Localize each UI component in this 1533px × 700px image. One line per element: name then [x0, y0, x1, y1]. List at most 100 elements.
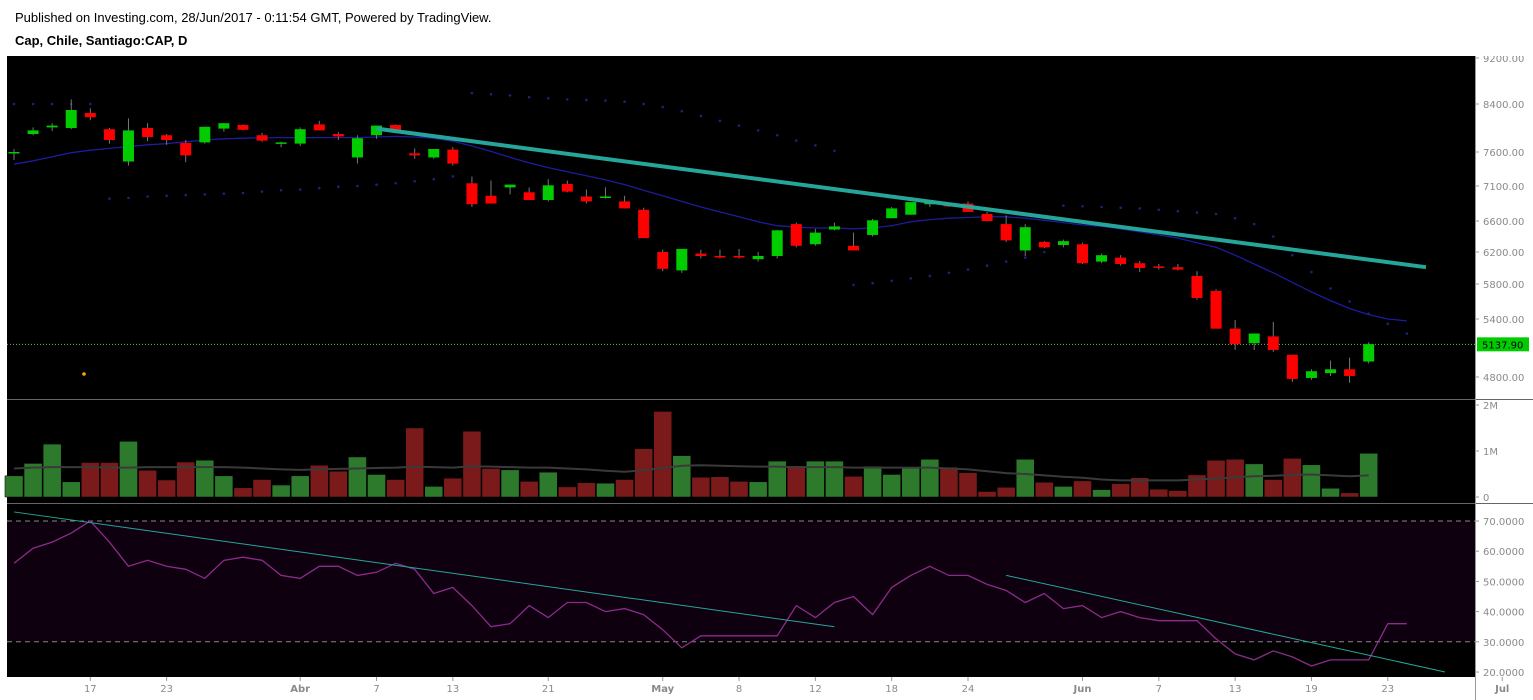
date-axis-tick-label: 12 — [809, 684, 822, 695]
price-axis-tick-label: 5400.00 — [1483, 315, 1524, 326]
candle — [161, 134, 173, 145]
volume-bar — [23, 463, 43, 498]
sar-dot — [1310, 270, 1313, 274]
sar-dot — [1348, 300, 1351, 303]
sar-dot — [1138, 207, 1142, 210]
volume-bar — [1149, 488, 1169, 498]
chart-canvas[interactable]: 9200.00 8400.00 7600.00 7100.00 6600.00 6200.… — [0, 56, 1533, 700]
rsi-axis-tick-label: 40.0000 — [1483, 608, 1524, 619]
sar-dot — [1100, 205, 1103, 209]
candle-body — [180, 143, 192, 156]
date-axis-tick-label: Jun — [1072, 684, 1091, 695]
date-axis-tick-label: 21 — [542, 684, 555, 695]
candle — [1076, 242, 1088, 264]
sar-dot — [890, 279, 893, 283]
rsi-line — [13, 520, 1407, 667]
sar-dot — [184, 193, 188, 197]
published-caption: Published on Investing.com, 28/Jun/2017 … — [15, 10, 492, 25]
price-axis-tick-label: 8400.00 — [1483, 100, 1524, 111]
last-price-label-box — [1477, 337, 1529, 352]
sar-dot — [432, 177, 436, 181]
candle-body — [504, 184, 516, 188]
sar-dot — [909, 277, 913, 280]
volume-bar — [4, 475, 24, 498]
event-marker — [82, 372, 86, 376]
candle — [294, 127, 306, 146]
rsi-band — [7, 521, 1475, 642]
candle-body — [199, 126, 211, 143]
candle-body — [428, 149, 440, 158]
candle-body — [485, 195, 497, 204]
price-axis-tick-label: 7100.00 — [1483, 182, 1524, 193]
candle — [599, 187, 611, 199]
candle-body — [161, 135, 173, 140]
candle-body — [409, 153, 421, 156]
candle — [867, 218, 879, 237]
sar-dot — [203, 193, 207, 196]
sar-dot — [680, 109, 684, 113]
volume-axis-tick-label: 0 — [1483, 493, 1489, 504]
volume-bar — [1302, 464, 1321, 498]
date-axis-tick-label: 23 — [1381, 684, 1394, 695]
candle — [1305, 369, 1317, 380]
rsi-trendline — [1006, 574, 1446, 673]
sar-dot — [718, 119, 722, 123]
candle-body — [275, 142, 287, 144]
candle — [313, 120, 325, 131]
volume-bar — [1111, 483, 1130, 498]
candle — [1344, 357, 1356, 383]
date-axis-tick-label: 19 — [1305, 684, 1318, 695]
price-axis-tick-label: 6600.00 — [1483, 217, 1524, 228]
volume-bar — [729, 481, 749, 498]
volume-bar — [119, 441, 138, 498]
volume-bar — [405, 427, 424, 498]
volume-bar — [1035, 482, 1054, 498]
candle — [733, 248, 745, 259]
candle-body — [1019, 227, 1031, 251]
candle — [619, 195, 631, 209]
volume-bar — [1015, 459, 1035, 498]
sar-dot — [871, 281, 874, 285]
sar-dot — [642, 102, 645, 106]
sar-dot — [833, 149, 836, 153]
sar-dot — [394, 181, 397, 185]
candle-body — [886, 208, 898, 219]
volume-bar — [806, 460, 825, 498]
volume-bar — [386, 479, 405, 498]
candle-body — [599, 196, 611, 198]
sar-dot — [928, 274, 932, 278]
candle-body — [1038, 241, 1050, 248]
candle — [237, 124, 249, 131]
candle-body — [294, 129, 306, 144]
sar-dot — [1291, 253, 1294, 257]
rsi-axis-tick-label: 60.0000 — [1483, 547, 1524, 558]
sar-dot — [623, 100, 626, 103]
volume-bar — [214, 475, 234, 498]
candle-body — [809, 232, 821, 245]
candle-body — [790, 224, 802, 246]
candle-body — [1267, 336, 1279, 350]
volume-bar — [1244, 463, 1264, 498]
candle-body — [580, 196, 592, 202]
volume-bar — [81, 462, 100, 498]
sar-dot — [1023, 256, 1027, 259]
candle — [27, 127, 39, 136]
volume-bar — [138, 470, 157, 498]
candle-body — [1134, 263, 1146, 268]
rsi-axis-tick-label: 30.0000 — [1483, 638, 1524, 649]
date-axis-tick-label: 7 — [373, 684, 379, 695]
candle-body — [752, 256, 764, 260]
candle — [1000, 215, 1012, 242]
candle — [504, 184, 516, 195]
candle — [218, 123, 230, 132]
volume-bar — [596, 482, 615, 498]
sar-dot — [108, 197, 111, 200]
price-axis-tick-label: 4800.00 — [1483, 373, 1524, 384]
candle — [1115, 255, 1127, 266]
candle — [809, 228, 821, 246]
volume-bar — [1073, 480, 1092, 498]
sar-dot — [775, 133, 779, 137]
sar-dot — [1043, 250, 1046, 254]
volume-bar — [558, 486, 577, 498]
sar-dot — [985, 264, 989, 267]
